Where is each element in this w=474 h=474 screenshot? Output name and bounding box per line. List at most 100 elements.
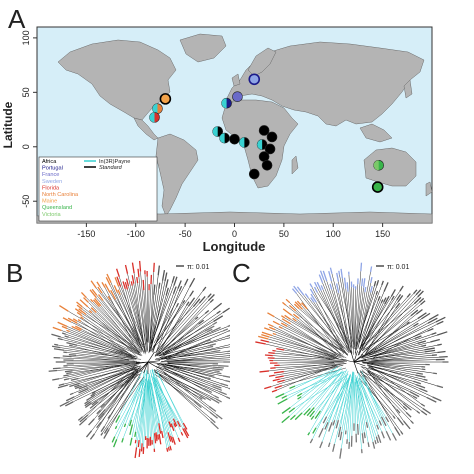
tree-c-tip-label [406, 293, 411, 298]
tree-c-branch [313, 301, 345, 353]
tree-c-branch [301, 305, 341, 350]
tree-b-tip-label [227, 350, 230, 353]
tree-b-branch [155, 366, 204, 389]
tree-b-branch [164, 368, 227, 398]
tree-c-branch [368, 366, 433, 398]
tree-c-root-branch [353, 353, 364, 363]
tree-c-tip-label [322, 270, 328, 282]
tree-b-tip-label [207, 345, 214, 349]
landmass-greenland [179, 33, 227, 63]
tree-b-branch [152, 288, 179, 353]
tree-b-branch [82, 374, 137, 418]
tree-c-branch [358, 378, 379, 435]
legend-line-label: Standard [99, 165, 123, 171]
tree-c-branch [306, 308, 349, 357]
tree-c-branch [360, 319, 430, 359]
tree-b-root-branch [143, 361, 149, 374]
tree-c-tip-label [413, 322, 419, 327]
tree-c-tip-label [417, 340, 427, 345]
tree-b-branch [155, 345, 210, 360]
tree-b-tip-label [203, 387, 213, 394]
tree-b-tip-label [128, 419, 133, 427]
tree-b-tip-label [69, 344, 73, 347]
tree-b-tip-label [77, 319, 82, 322]
tree-b-tip-label [211, 384, 222, 389]
tree-b-tip-label [213, 315, 224, 322]
tree-c-branch [338, 377, 350, 421]
tree-c-tip-label [297, 396, 302, 400]
tree-b-branch [154, 297, 209, 357]
tree-b-tip-label [124, 281, 129, 290]
tree-b-tip-label [138, 448, 141, 457]
tree-c-branch [370, 341, 431, 358]
tree-b-tip-label [134, 447, 138, 459]
tree-b-tip-label [115, 268, 120, 277]
tree-c-branch [274, 364, 341, 376]
tree-c-tip-label [399, 285, 404, 292]
tree-c-branch [362, 293, 414, 350]
tree-b-root-branch [139, 361, 149, 371]
tree-c-tip-label [268, 351, 275, 354]
tree-c-tip-label [419, 387, 428, 393]
tree-b-branch [153, 306, 194, 348]
tree-b-tip-label [97, 286, 103, 294]
tree-b-branch [148, 284, 152, 343]
tree-c-branch [320, 377, 344, 412]
tree-c-tip-label [336, 272, 340, 282]
tree-b-tip-label [96, 409, 101, 415]
tree-c-branch [354, 289, 356, 347]
tree-b-tip-label [69, 392, 74, 396]
tree-c-branch [322, 375, 351, 429]
tree-c-tip-label [362, 278, 366, 288]
tree-b-branch [154, 379, 179, 438]
tree-c-branch [338, 281, 352, 355]
tree-c-tip-label [258, 335, 269, 340]
tree-c-tip-label [296, 300, 302, 306]
tree-b-tip-label [222, 307, 230, 314]
tree-b-branch [161, 364, 213, 385]
x-tick-label: 100 [326, 229, 341, 239]
tree-b-tip-label [177, 437, 181, 442]
tree-c-tip-label [339, 431, 343, 441]
tree-c-tip-label [415, 289, 422, 296]
tree-c-tip-label [391, 295, 395, 301]
x-axis-label: Longitude [203, 239, 266, 254]
tree-b-tip-label [173, 276, 178, 286]
tree-b-branch [85, 314, 137, 354]
tree-c-branch [295, 310, 339, 357]
tree-b-tip-label [124, 264, 129, 274]
tree-b-tip-label [227, 324, 230, 328]
tree-b-branch [160, 309, 214, 356]
tree-c-tip-label [332, 420, 336, 426]
tree-c-tip-label [417, 312, 427, 320]
tree-b-branch [154, 290, 204, 356]
tree-b-branch [151, 303, 184, 351]
tree-c-tip-label [293, 303, 300, 310]
tree-b-branch [157, 364, 230, 389]
tree-b-tip-label [210, 326, 221, 333]
tree-b-tip-label [172, 286, 177, 294]
tree-c-tip-label [282, 301, 287, 306]
tree-c-branch [361, 318, 418, 351]
tree-c-tip-label [338, 270, 341, 275]
tree-b-tip-label [76, 301, 83, 308]
tree-c-branch [268, 338, 339, 359]
tree-b-tip-label [189, 290, 194, 297]
tree-b-tip-label [158, 282, 161, 289]
tree-c-tip-label [278, 326, 283, 329]
tree-b-branch [147, 378, 150, 439]
tree-b-branch [154, 351, 228, 360]
tree-c-branch [274, 357, 344, 362]
tree-b-tip-label [113, 439, 118, 448]
tree-b-tip-label [209, 411, 218, 419]
tree-b-branch [150, 375, 170, 422]
tree-c-tip-label [272, 378, 280, 382]
legend-region-label: North Carolina [42, 192, 79, 198]
tree-c-tip-label [437, 350, 446, 354]
tree-b-branch [162, 366, 215, 397]
tree-c-branch [274, 316, 344, 358]
tree-c-tip-label [264, 354, 273, 357]
tree-b-tip-label [198, 319, 205, 325]
tree-b-branch [158, 330, 224, 356]
